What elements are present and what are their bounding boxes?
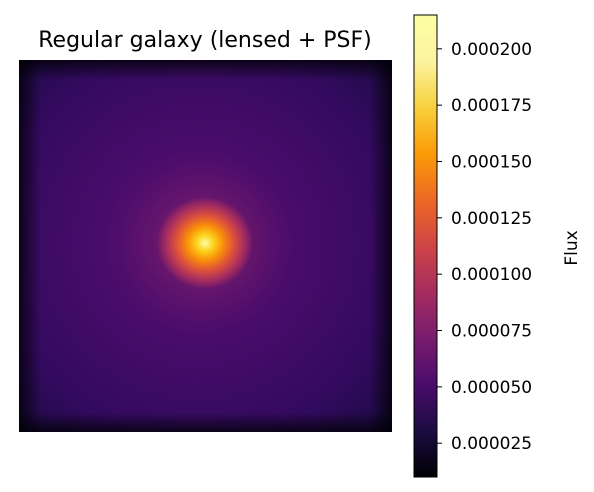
heatmap-edge-right [370,60,392,432]
colorbar [413,14,438,478]
colorbar-tick-label: 0.000150 [451,152,532,172]
colorbar-ticks: 0.000025 0.000050 0.000075 0.000100 0.000125… [437,40,532,454]
chart-title: Regular galaxy (lensed + PSF) [38,28,371,53]
colorbar-tick-label: 0.000100 [451,265,532,285]
colorbar-tick-label: 0.000025 [451,434,532,454]
heatmap-edge-bottom [19,412,392,432]
colorbar-tick-label: 0.000175 [451,96,532,116]
colorbar-tick-label: 0.000050 [451,378,532,398]
colorbar-tick-label: 0.000075 [451,322,532,342]
colorbar-tick-label: 0.000125 [451,209,532,229]
heatmap-edge-left [19,60,41,432]
colorbar-tick-label: 0.000200 [451,40,532,60]
galaxy-core [157,197,253,289]
colorbar-label: Flux [562,230,582,265]
heatmap-edge-top [19,60,392,80]
heatmap-image [19,60,392,432]
